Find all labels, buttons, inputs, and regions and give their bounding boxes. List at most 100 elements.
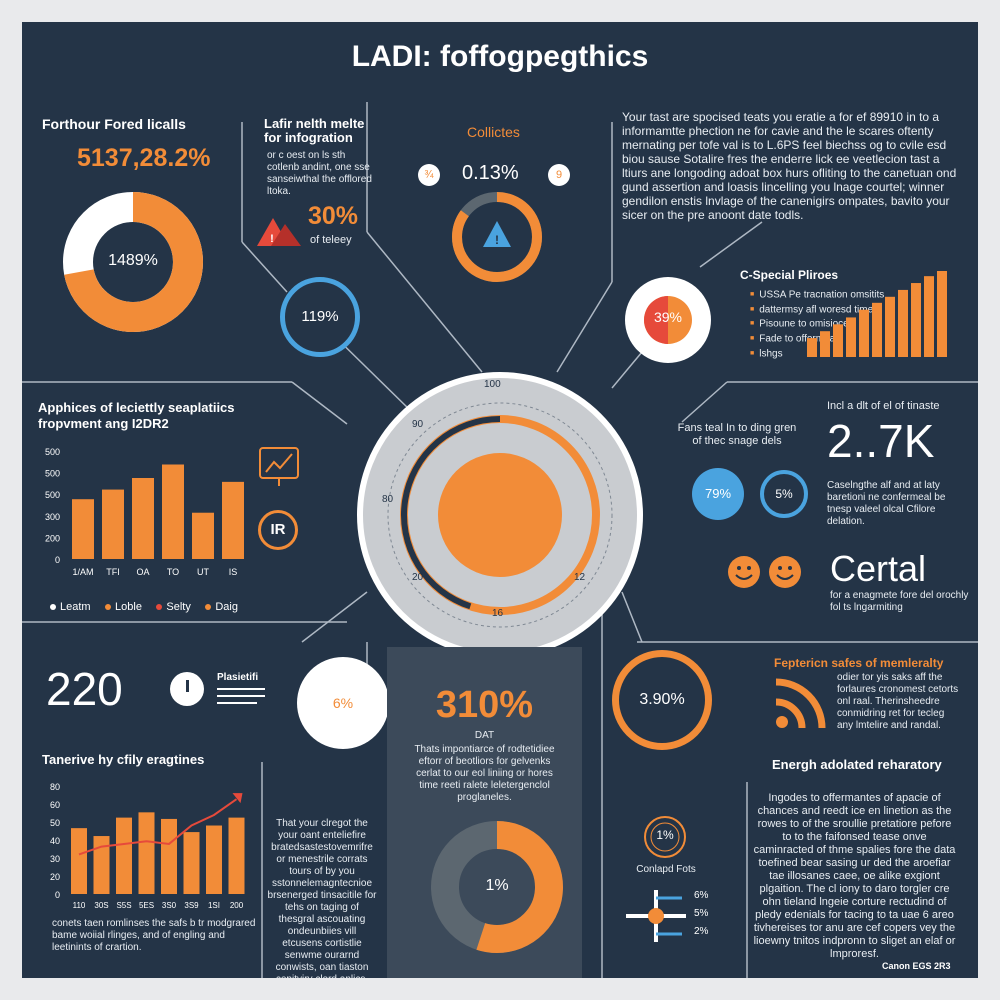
x-tick-label: 1/AM <box>72 567 93 577</box>
x-tick-label: 200 <box>230 901 244 910</box>
growth-bar <box>937 271 947 357</box>
svg-text:!: ! <box>495 233 499 247</box>
lp-icon: IR <box>258 510 298 550</box>
growth-bar <box>924 276 934 357</box>
y-tick-label: 30 <box>50 854 60 864</box>
growth-bar <box>898 289 908 357</box>
bar <box>206 825 222 894</box>
legend-item: Leatm <box>50 601 91 613</box>
trend-arrow <box>232 793 243 804</box>
y-tick-label: 200 <box>45 533 60 543</box>
bar <box>102 489 124 559</box>
big-stat: 2..7K <box>827 415 935 467</box>
stat-bubble: 5% <box>760 470 808 518</box>
chart-title: Tanerive hy cfily eragtines <box>42 752 205 767</box>
body-text: That your clregot the your oant entelief… <box>267 818 377 978</box>
y-tick-label: 500 <box>45 490 60 500</box>
y-tick-label: 0 <box>55 555 60 565</box>
bar <box>71 828 87 894</box>
chart-legend: Leatm Loble Selty Daig <box>50 597 248 615</box>
growth-bar <box>833 324 843 357</box>
certal-text: for a enagmete fore del orochly fol ts l… <box>830 590 969 613</box>
bar <box>116 817 132 894</box>
section-heading: Feptericn safes of memleralty <box>774 656 944 670</box>
list-heading: C-Special Pliroes <box>740 268 839 282</box>
chart-note: conets taen romlinses the safs b tr modg… <box>52 918 256 953</box>
list-item: Fade to offormeaw <box>750 332 900 347</box>
donut-chart <box>63 192 203 332</box>
central-dial <box>357 372 643 658</box>
dial-tick: 12 <box>574 572 586 583</box>
badge-label: 1% <box>656 828 674 842</box>
svg-text:!: ! <box>270 233 274 245</box>
growth-bar <box>807 338 817 357</box>
x-tick-label: 30S <box>94 901 108 910</box>
stat-intro: Incl a dlt of el of tinaste <box>827 400 940 412</box>
y-tick-label: 300 <box>45 512 60 522</box>
stat-value: 5137,28.2% <box>77 144 211 172</box>
x-tick-label: IS <box>229 567 238 577</box>
stat-bubble-label: 39% <box>653 309 683 325</box>
bar <box>161 818 177 894</box>
legend-item: Selty <box>156 601 191 613</box>
footer-credit: Canon EGS 2R3 <box>882 961 951 971</box>
x-tick-label: UT <box>197 567 209 577</box>
stat-bubble: 3.90% <box>612 650 712 750</box>
donut-label: 1489% <box>108 252 158 269</box>
value-item: 5% <box>694 908 709 919</box>
y-tick-label: 20 <box>50 872 60 882</box>
network-icon <box>626 890 686 942</box>
bar <box>228 817 245 894</box>
x-tick-label: 110 <box>73 901 86 910</box>
dial-tick: 16 <box>492 608 504 619</box>
list-item: Pisoune to omisioce <box>750 317 900 332</box>
panel-heading: Lafir nelth melte for infogration <box>264 116 365 145</box>
stat-text: Caselngthe alf and at laty baretioni ne … <box>827 480 946 527</box>
growth-bar-chart <box>807 271 947 357</box>
donut-chart <box>431 821 563 953</box>
bar <box>192 512 214 559</box>
stat-bubble: 119% <box>280 277 360 357</box>
panel-text: or c oest on ls sth cotlenb andint, one … <box>267 150 372 197</box>
list-item: lshgs <box>750 347 900 362</box>
x-tick-label: TO <box>167 567 179 577</box>
value-item: 2% <box>694 926 709 937</box>
bar <box>132 478 154 559</box>
growth-bar <box>885 296 895 357</box>
stat-label: Plasietifi <box>217 672 259 683</box>
y-tick-label: 500 <box>45 469 60 479</box>
intro-paragraph: Your tast are spocised teats you eratie … <box>622 110 957 222</box>
center-text: Thats impontiarce of rodtetidiee eftorr … <box>414 744 555 803</box>
bar <box>162 464 184 559</box>
x-tick-label: 3S0 <box>162 901 177 910</box>
x-tick-label: 3S9 <box>184 901 199 910</box>
growth-bar <box>872 302 882 357</box>
clock-icon <box>170 672 204 706</box>
bar <box>138 812 155 894</box>
stat-value: 30% <box>308 202 359 230</box>
panel-heading: Collictes <box>467 124 520 140</box>
badge-caption: Conlapd Fots <box>636 864 696 875</box>
big-stat: 220 <box>46 663 123 715</box>
x-tick-label: OA <box>136 567 149 577</box>
big-stat: 310% <box>435 684 534 726</box>
donut-label: 1% <box>485 877 509 894</box>
rss-icon <box>775 678 826 729</box>
smiley-icons <box>728 556 801 588</box>
certal-word: Certal <box>830 548 927 589</box>
badge-right: 9 <box>548 164 570 186</box>
stat-sub: DAT <box>474 730 495 741</box>
bar <box>72 499 94 559</box>
y-tick-label: 0 <box>55 890 60 900</box>
dial-tick: 80 <box>382 494 394 505</box>
special-list: USSA Pe tracnation omsitits dattermsy af… <box>750 288 900 361</box>
dial-tick: 90 <box>412 419 424 430</box>
x-tick-label: 1SI <box>208 901 220 910</box>
list-item: dattermsy afl woresd times <box>750 303 900 318</box>
chart-board-icon <box>259 447 299 486</box>
stat-value: 0.13% <box>462 162 519 184</box>
dial-tick: 100 <box>484 379 501 390</box>
bar <box>183 832 200 894</box>
badge-left: ¾ <box>418 164 440 186</box>
x-tick-label: S5S <box>116 901 131 910</box>
